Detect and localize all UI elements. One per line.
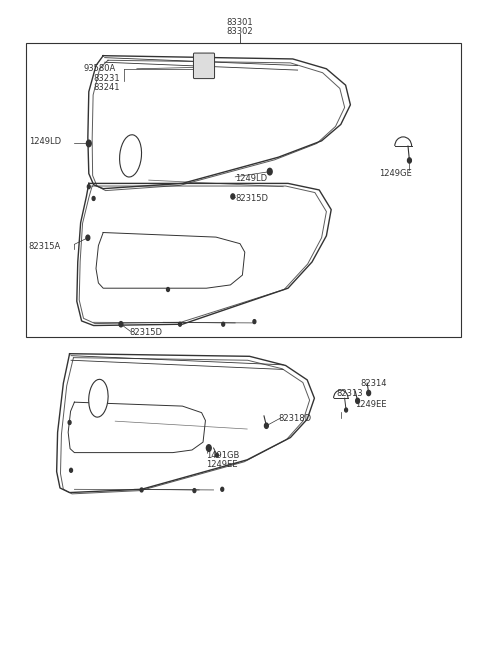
Ellipse shape (89, 379, 108, 417)
Circle shape (267, 168, 272, 175)
Text: 1249LD: 1249LD (235, 174, 267, 183)
Ellipse shape (120, 135, 142, 177)
Text: 1249GE: 1249GE (379, 169, 412, 178)
Circle shape (216, 453, 218, 457)
Circle shape (367, 390, 371, 396)
Circle shape (206, 445, 211, 451)
FancyBboxPatch shape (193, 53, 215, 79)
Bar (26, 43, 461, 337)
Circle shape (222, 322, 225, 326)
Circle shape (345, 408, 348, 412)
Text: 93580A: 93580A (84, 64, 116, 73)
Text: 82313: 82313 (336, 388, 362, 398)
Circle shape (253, 320, 256, 324)
Circle shape (193, 489, 196, 493)
Circle shape (231, 194, 235, 199)
Circle shape (408, 158, 411, 163)
Text: 82315D: 82315D (235, 194, 268, 203)
Text: 83301: 83301 (227, 18, 253, 28)
Circle shape (119, 322, 123, 327)
Text: 83241: 83241 (94, 83, 120, 92)
Circle shape (86, 235, 90, 240)
Text: 1491GB: 1491GB (206, 451, 240, 460)
Text: 82315A: 82315A (29, 242, 61, 251)
Circle shape (92, 196, 95, 200)
Circle shape (70, 468, 72, 472)
Text: 82318D: 82318D (278, 414, 312, 423)
Circle shape (87, 185, 90, 189)
Text: 1249LD: 1249LD (29, 137, 61, 146)
Circle shape (356, 398, 360, 403)
Circle shape (68, 421, 71, 424)
Text: 83302: 83302 (227, 27, 253, 36)
Text: 1249EE: 1249EE (355, 400, 387, 409)
Text: 82315D: 82315D (130, 328, 163, 337)
Circle shape (167, 288, 169, 291)
Circle shape (221, 487, 224, 491)
Circle shape (264, 423, 268, 428)
Text: 82314: 82314 (360, 379, 386, 388)
Text: 83231: 83231 (94, 74, 120, 83)
Circle shape (140, 488, 143, 492)
Text: 1249EE: 1249EE (206, 460, 238, 469)
Circle shape (179, 322, 181, 326)
Circle shape (86, 140, 91, 147)
